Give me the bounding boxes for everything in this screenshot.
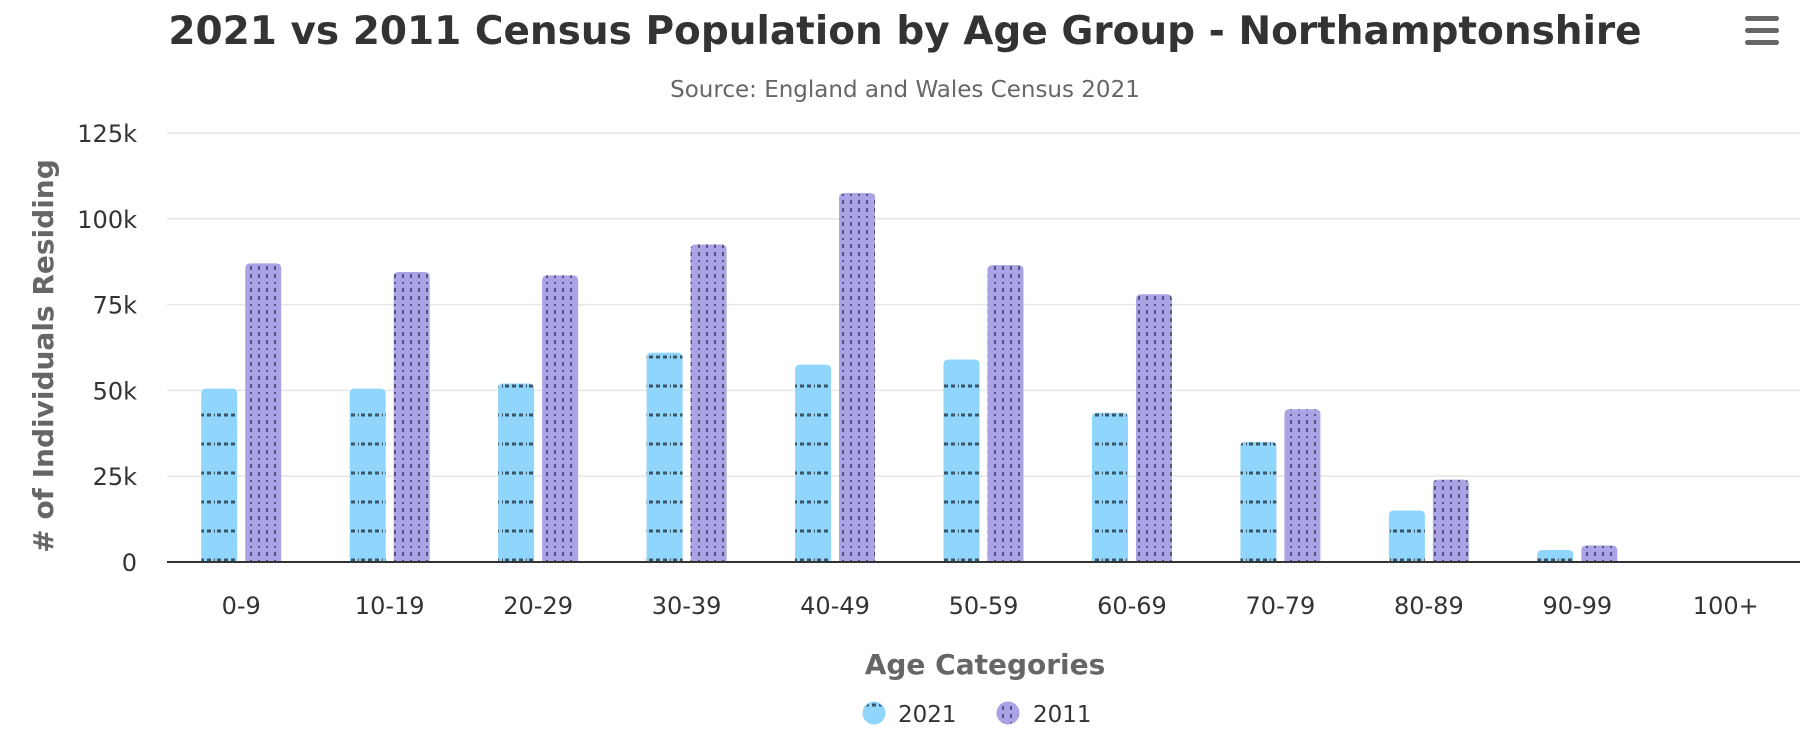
bar-2021-30-39[interactable] — [646, 352, 683, 562]
legend: 2021 2011 — [862, 701, 1092, 728]
bar-2021-90-99[interactable] — [1537, 549, 1574, 562]
bar-2011-70-79[interactable] — [1284, 409, 1321, 562]
hamburger-menu-icon[interactable] — [1745, 16, 1779, 45]
bar-2021-10-19[interactable] — [349, 388, 386, 562]
x-axis-ticks: 0-9 10-19 20-29 30-39 40-49 50-59 60-69 70-79 80… — [222, 592, 1759, 620]
x-tick-label: 20-29 — [503, 592, 573, 620]
bar-2011-20-29[interactable] — [542, 275, 579, 562]
y-tick-label: 75k — [93, 292, 138, 320]
bar-2011-80-89[interactable] — [1432, 479, 1469, 562]
bar-2021-70-79[interactable] — [1240, 441, 1277, 562]
y-tick-label: 25k — [93, 463, 138, 491]
bar-2011-90-99[interactable] — [1581, 545, 1618, 562]
x-axis-title: Age Categories — [865, 648, 1106, 681]
x-tick-label: 90-99 — [1542, 592, 1612, 620]
y-axis-ticks: 0 25k 50k 75k 100k 125k — [77, 120, 137, 577]
bar-2011-0-9[interactable] — [245, 263, 282, 562]
x-tick-label: 10-19 — [355, 592, 425, 620]
x-tick-label: 50-59 — [949, 592, 1019, 620]
gridlines — [167, 132, 1800, 477]
x-tick-label: 100+ — [1693, 592, 1759, 620]
bar-2011-60-69[interactable] — [1135, 294, 1172, 562]
x-tick-label: 80-89 — [1394, 592, 1464, 620]
bar-2021-40-49[interactable] — [795, 364, 832, 562]
x-tick-label: 70-79 — [1246, 592, 1316, 620]
y-tick-label: 100k — [77, 206, 137, 234]
legend-marker-2011[interactable] — [996, 701, 1020, 725]
x-tick-label: 40-49 — [800, 592, 870, 620]
y-axis-title: # of Individuals Residing — [27, 159, 60, 553]
y-tick-label: 0 — [122, 549, 137, 577]
x-tick-label: 30-39 — [652, 592, 722, 620]
bar-2011-10-19[interactable] — [393, 271, 430, 562]
x-tick-label: 0-9 — [222, 592, 261, 620]
bars — [201, 193, 1766, 563]
legend-marker-2021[interactable] — [862, 701, 886, 725]
y-tick-label: 125k — [77, 120, 137, 148]
chart-subtitle: Source: England and Wales Census 2021 — [670, 77, 1140, 103]
x-tick-label: 60-69 — [1097, 592, 1167, 620]
y-tick-label: 50k — [93, 377, 138, 405]
bar-2021-60-69[interactable] — [1091, 412, 1128, 562]
bar-2021-0-9[interactable] — [201, 388, 238, 562]
bar-2021-80-89[interactable] — [1388, 510, 1425, 562]
legend-label-2011[interactable]: 2011 — [1033, 702, 1092, 728]
bar-2021-20-29[interactable] — [498, 383, 535, 562]
bar-2011-40-49[interactable] — [839, 193, 876, 562]
bar-2011-30-39[interactable] — [690, 244, 727, 563]
chart-title: 2021 vs 2011 Census Population by Age Gr… — [168, 9, 1641, 54]
bar-2011-50-59[interactable] — [987, 265, 1024, 562]
legend-label-2021[interactable]: 2021 — [898, 702, 957, 728]
bar-2021-50-59[interactable] — [943, 359, 980, 562]
